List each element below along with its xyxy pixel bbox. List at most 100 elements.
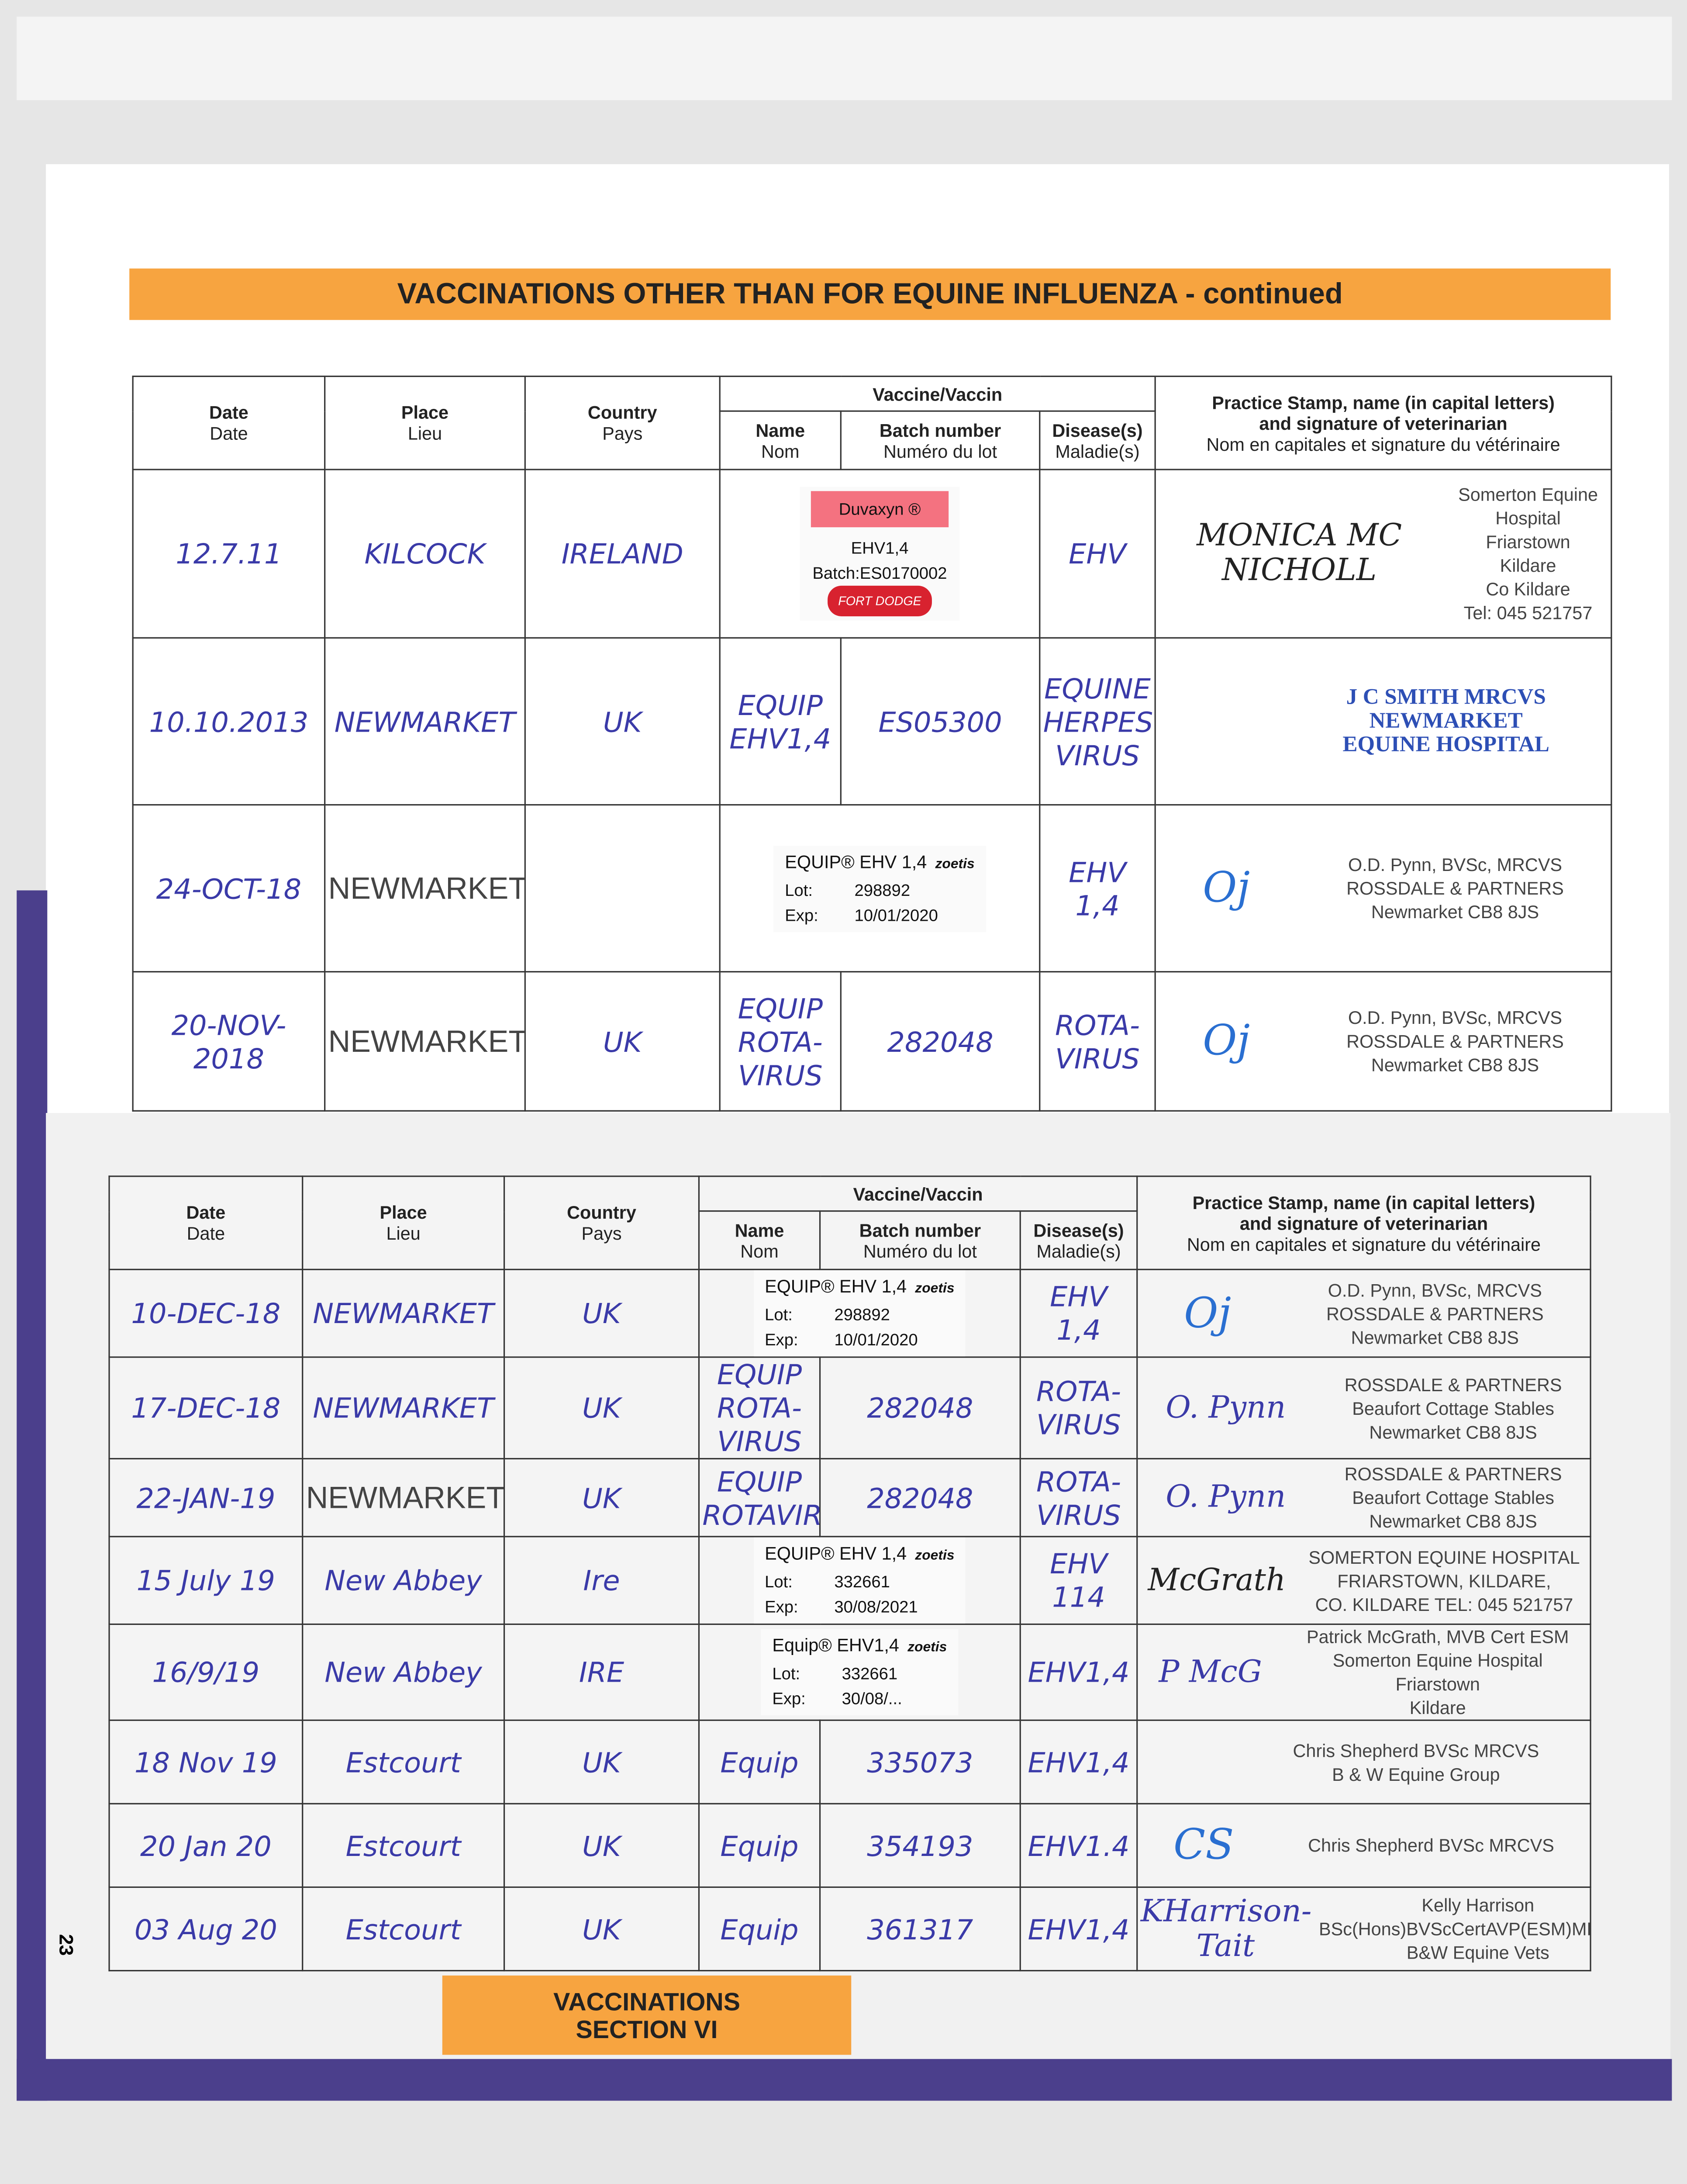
signature-text: CS [1173, 1821, 1234, 1870]
date-cell: 10.10.2013 [132, 637, 326, 806]
sticker-brand: Duvaxyn ® [811, 491, 949, 528]
name-cell: EQUIPROTAVIRUS [698, 1458, 821, 1538]
stamp-line: ROSSDALE & PARTNERS [1346, 878, 1564, 899]
country-cell: UK [503, 1356, 700, 1460]
stamp-header-text: Practice Stamp, name (in capital letters… [1212, 391, 1555, 413]
stamp-line: ROSSDALE & PARTNERS [1346, 1031, 1564, 1052]
disease-header-text: Maladie(s) [1055, 440, 1140, 461]
practice-stamp: ROSSDALE & PARTNERS Beaufort Cottage Stab… [1345, 1372, 1562, 1443]
vaccine-sticker-cell: Equip® EHV1,4 zoetis Lot: 332661 Exp: 30/08/.… [698, 1623, 1021, 1721]
stamp-line: Kildare [1409, 1697, 1466, 1718]
date-cell: 17-DEC-18 [108, 1356, 304, 1460]
sticker-exp-row: Exp: 30/08/... [772, 1686, 947, 1711]
vaccination-row: 20-NOV-2018 NEWMARKET UK EQUIP ROTA- VIRUS 282… [132, 971, 1612, 1112]
sticker-lot-label: Lot: [765, 1572, 793, 1592]
stamp-line: SOMERTON EQUINE HOSPITAL [1308, 1546, 1580, 1567]
country-cell: UK [503, 1886, 700, 1972]
stamp-signature-group: CS Chris Shepherd BVSc MRCVS [1141, 1821, 1587, 1870]
practice-stamp: Patrick McGrath, MVB Cert ESM Somerton Eq… [1307, 1626, 1569, 1719]
stamp-line: ROSSDALE & PARTNERS [1344, 1374, 1562, 1395]
section-label-line: SECTION VI [576, 2015, 718, 2043]
batch-cell: 354193 [819, 1803, 1021, 1888]
date-value: 10.10.2013 [149, 705, 309, 738]
header-disease: Disease(s) Maladie(s) [1039, 410, 1156, 470]
stamp-line: Kelly Harrison [1421, 1894, 1535, 1916]
stamp-signature-group: McGrath SOMERTON EQUINE HOSPITAL FRIARSTOW… [1141, 1545, 1587, 1616]
disease-cell: ROTA- VIRUS [1019, 1458, 1138, 1538]
vaccination-row: 22-JAN-19 NEWMARKET UK EQUIPROTAVIRUS 282048… [108, 1458, 1591, 1538]
disease-value: EHV1,4 [1028, 1912, 1130, 1946]
vaccination-row: 03 Aug 20 Estcourt UK Equip 361317 EHV1,4 KHar… [108, 1886, 1591, 1972]
date-cell: 15 July 19 [108, 1536, 304, 1625]
place-value: New Abbey [324, 1655, 482, 1689]
practice-stamp-cell: Chris Shepherd BVSc MRCVS B & W Equine Gr… [1136, 1719, 1591, 1804]
stamp-line: Newmarket CB8 8JS [1369, 1421, 1537, 1442]
batch-header-text: Batch number [879, 419, 1001, 441]
country-value: UK [582, 1296, 621, 1330]
header-subrow: Name Nom Batch number Numéro du lot Disease(… [109, 1210, 1590, 1270]
batch-cell: 282048 [819, 1458, 1021, 1538]
header-stamp: Practice Stamp, name (in capital letters… [1154, 375, 1612, 470]
practice-stamp: ROSSDALE & PARTNERS Beaufort Cottage Stab… [1345, 1462, 1562, 1533]
batch-value: 282048 [867, 1391, 973, 1425]
signature-text: McGrath [1148, 1563, 1286, 1598]
sticker-exp-value: 30/08/... [842, 1689, 902, 1709]
country-header-text: Country [587, 402, 657, 423]
name-value: ROTA- [738, 1024, 823, 1058]
stamp-line: Newmarket CB8 8JS [1369, 1510, 1537, 1532]
place-value: NEWMARKET [306, 1479, 504, 1514]
disease-cell: EHV 114 [1019, 1536, 1138, 1625]
vaccine-sticker: EQUIP® EHV 1,4 zoetis Lot: 298892 Exp: 10/01/… [753, 1271, 966, 1356]
sticker-lot-label: Lot: [772, 1664, 800, 1683]
header-batch: Batch number Numéro du lot [840, 410, 1041, 470]
date-value: 12.7.11 [176, 537, 282, 570]
place-cell: NEWMARKET [302, 1356, 505, 1460]
stamp-line: Newmarket CB8 8JS [1351, 1326, 1519, 1348]
vaccination-table-upper: Date Date Place Lieu Country Pays Vaccine/Vacc… [132, 375, 1612, 1112]
practice-stamp: J C SMITH MRCVS NEWMARKET EQUINE HOSPITAL [1343, 686, 1549, 757]
batch-value: 361317 [867, 1912, 973, 1946]
stamp-signature-group: Oj O.D. Pynn, BVSc, MRCVS ROSSDALE & PARTN… [1141, 1278, 1587, 1348]
sticker-line: Batch:ES0170002 [812, 563, 947, 583]
stamp-signature-group: Oj O.D. Pynn, BVSc, MRCVS ROSSDALE & PARTN… [1159, 853, 1608, 923]
sticker-lot-row: Lot: 332661 [765, 1569, 954, 1594]
stamp-signature-group: J C SMITH MRCVS NEWMARKET EQUINE HOSPITAL [1159, 686, 1608, 757]
sticker-product-name: EQUIP® EHV 1,4 [765, 1543, 907, 1564]
country-cell: UK [503, 1719, 700, 1804]
sticker-exp-label: Exp: [765, 1330, 798, 1350]
vaccination-row: 24-OCT-18 NEWMARKET EQUIP® EHV 1,4 zoetis Lo… [132, 804, 1612, 973]
passport-cover-edge [17, 890, 48, 2101]
header-name: Name Nom [719, 410, 842, 470]
stamp-line: B&W Equine Vets [1406, 1942, 1549, 1963]
date-header-text: Date [209, 402, 248, 423]
date-header-text: Date [186, 1202, 226, 1223]
name-value: EQUIP [738, 991, 823, 1025]
disease-cell: EHV1,4 [1019, 1623, 1138, 1721]
header-subrow: Name Nom Batch number Numéro du lot Disease(… [133, 410, 1611, 470]
disease-value: EHV1.4 [1028, 1828, 1130, 1863]
stamp-signature-group: P McG Patrick McGrath, MVB Cert ESM Somert… [1141, 1626, 1587, 1719]
vaccination-row: 18 Nov 19 Estcourt UK Equip 335073 EHV1,4 Chri… [108, 1719, 1591, 1804]
disease-value: VIRUS [1055, 1041, 1140, 1075]
header-batch: Batch number Numéro du lot [819, 1210, 1021, 1270]
sticker-product: EQUIP® EHV 1,4 zoetis [765, 1541, 954, 1569]
passport-cover-bottom [17, 2059, 1672, 2101]
signature-text: O. Pynn [1166, 1390, 1286, 1426]
vet-signature: KHarrison-Tait [1141, 1894, 1312, 1963]
stamp-line: O.D. Pynn, BVSc, MRCVS [1348, 854, 1563, 875]
place-cell: New Abbey [302, 1536, 505, 1625]
name-value: EHV1,4 [729, 721, 831, 755]
section-label-box: VACCINATIONS SECTION VI [442, 1975, 852, 2055]
disease-value: EHV [1050, 1547, 1107, 1581]
batch-value: 335073 [867, 1745, 973, 1779]
name-value: VIRUS [717, 1424, 802, 1458]
date-header-text: Date [210, 423, 248, 444]
vet-signature: Oj [1203, 1017, 1250, 1065]
signature-text: P McG [1159, 1655, 1262, 1690]
header-date: Date Date [132, 375, 326, 470]
practice-stamp: Chris Shepherd BVSc MRCVS B & W Equine Gr… [1293, 1738, 1539, 1786]
country-value: UK [582, 1912, 621, 1946]
date-cell: 12.7.11 [132, 469, 326, 639]
disease-value: EQUINE [1044, 671, 1151, 705]
